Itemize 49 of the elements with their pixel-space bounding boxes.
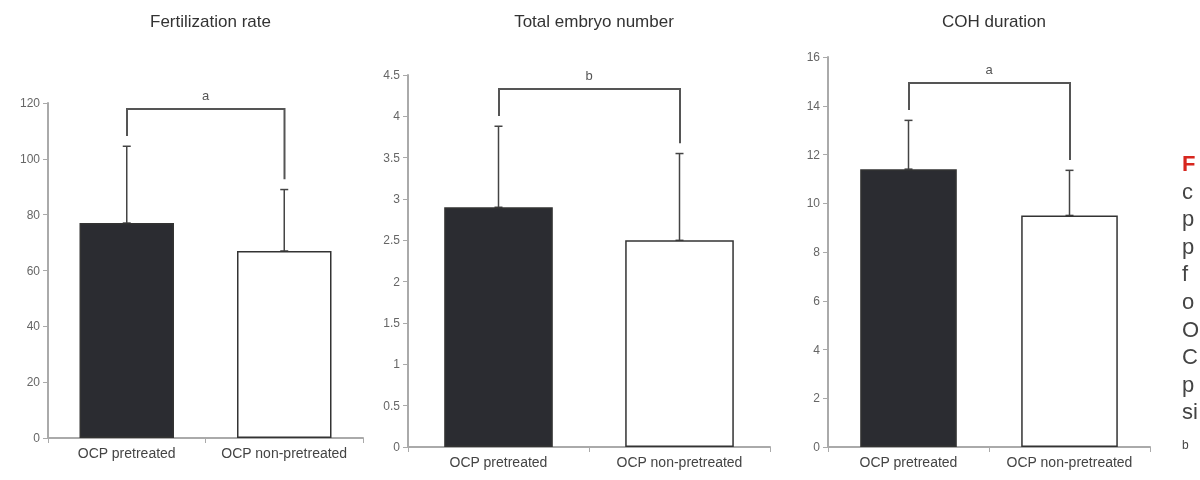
chart-title: COH duration — [942, 12, 1046, 31]
chart-title: Fertilization rate — [150, 12, 271, 31]
y-tick-label: 100 — [19, 151, 41, 166]
text: O — [1182, 315, 1200, 344]
y-tick-label: 1 — [393, 357, 401, 372]
text: p — [1182, 232, 1195, 261]
text: c — [1182, 177, 1193, 206]
text: si — [1182, 398, 1198, 426]
text: F — [1182, 150, 1196, 178]
x-tick-label: OCP non-pretreated — [1006, 454, 1133, 470]
y-tick-label: 120 — [19, 96, 41, 110]
y-tick-label: 0 — [813, 440, 821, 454]
x-tick-label: OCP non-pretreated — [616, 454, 743, 470]
text: a — [201, 88, 210, 104]
y-tick-label: 80 — [26, 207, 41, 222]
text: p — [1182, 205, 1195, 233]
chart-title: Total embryo number — [514, 12, 675, 31]
x-tick-label: OCP pretreated — [859, 454, 958, 470]
y-tick-label: 0 — [393, 440, 401, 454]
y-tick-label: 1.5 — [383, 316, 401, 330]
annotation: b — [585, 68, 593, 84]
y-tick-label: 0.5 — [383, 398, 401, 413]
y-tick-label: 8 — [813, 245, 821, 259]
y-tick-label: 4 — [813, 342, 821, 357]
text: o — [1182, 288, 1195, 316]
text: p — [1182, 370, 1195, 399]
y-tick-label: 16 — [806, 50, 821, 64]
y-tick-label: 60 — [26, 263, 41, 278]
y-tick-label: 2 — [813, 391, 821, 406]
y-tick-label: 14 — [806, 98, 821, 113]
x-tick-label: OCP pretreated — [77, 445, 176, 461]
y-tick-label: 3.5 — [383, 150, 401, 165]
y-tick-label: 6 — [813, 293, 821, 308]
y-tick-label: 0 — [33, 431, 41, 445]
y-tick-label: 12 — [806, 147, 821, 162]
y-tick-label: 4.5 — [383, 68, 401, 82]
text: b — [1182, 437, 1189, 454]
text: C — [1182, 343, 1198, 371]
y-tick-label: 2 — [393, 274, 401, 289]
y-tick-label: 20 — [26, 375, 41, 390]
y-tick-label: 3 — [393, 192, 401, 206]
x-tick-label: OCP non-pretreated — [221, 445, 348, 461]
y-tick-label: 2.5 — [383, 233, 401, 248]
text: f — [1182, 260, 1189, 288]
x-tick-label: OCP pretreated — [449, 454, 548, 470]
annotation: a — [985, 62, 993, 78]
y-tick-label: 10 — [806, 196, 821, 211]
y-tick-label: 4 — [393, 109, 401, 124]
y-tick-label: 40 — [26, 319, 41, 334]
